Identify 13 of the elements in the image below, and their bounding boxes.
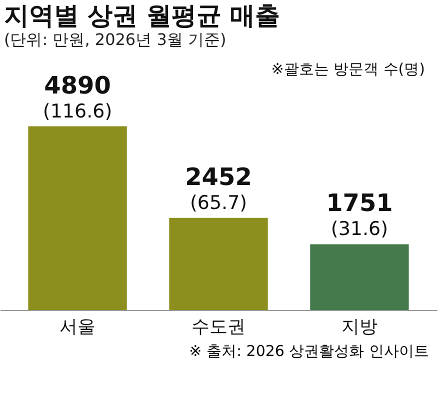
text: ※ 출처: 2026 상권활성화 인사이트 <box>188 341 430 361</box>
x-tick-label: 서울 <box>60 316 96 338</box>
x-tick-label: 지방 <box>341 316 378 338</box>
chart-subtitle: (단위: 만원, 2026년 3월 기준) <box>4 30 226 49</box>
data-label: 4890 <box>44 71 111 100</box>
annotation: (65.7) <box>190 192 248 214</box>
x-tick-label: 수도권 <box>192 316 246 338</box>
data-label: 2452 <box>185 162 252 191</box>
data-label: 1751 <box>326 189 393 218</box>
text: ※괄호는 방문객 수(명) <box>271 60 425 78</box>
annotation: (31.6) <box>330 218 388 240</box>
chart-title: 지역별 상권 월평균 매출 <box>4 1 280 30</box>
annotation: (116.6) <box>42 100 112 122</box>
